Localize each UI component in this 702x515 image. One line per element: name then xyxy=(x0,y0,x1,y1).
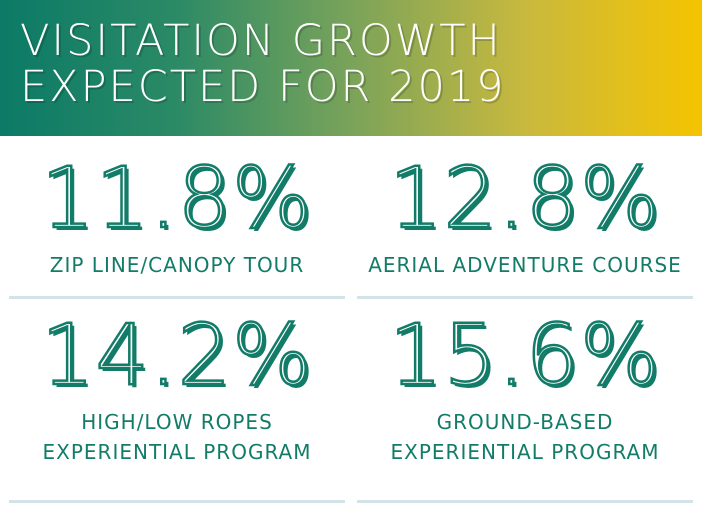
stat-value: 11.8% xyxy=(40,149,313,248)
stat-label: HIGH/LOW ROPES EXPERIENTIAL PROGRAM xyxy=(42,410,312,464)
stat-label: AERIAL ADVENTURE COURSE xyxy=(368,253,682,277)
divider xyxy=(357,500,693,503)
stat-value: 14.2% xyxy=(40,306,313,405)
stat-ground-based-program: 15.6% GROUND-BASED EXPERIENTIAL PROGRAM xyxy=(357,306,693,467)
stat-aerial-adventure: 12.8% AERIAL ADVENTURE COURSE xyxy=(357,149,693,280)
stat-label: GROUND-BASED EXPERIENTIAL PROGRAM xyxy=(390,410,660,464)
stat-ropes-program: 14.2% HIGH/LOW ROPES EXPERIENTIAL PROGRA… xyxy=(9,306,345,467)
stat-zip-line: 11.8% ZIP LINE/CANOPY TOUR xyxy=(9,149,345,280)
stat-value: 12.8% xyxy=(388,149,661,248)
header-banner: VISITATION GROWTH EXPECTED FOR 2019 xyxy=(0,0,702,136)
stat-value: 15.6% xyxy=(388,306,661,405)
stat-label: ZIP LINE/CANOPY TOUR xyxy=(49,253,305,277)
divider xyxy=(357,296,693,299)
page-title: VISITATION GROWTH EXPECTED FOR 2019 xyxy=(20,16,506,112)
divider xyxy=(9,500,345,503)
divider xyxy=(9,296,345,299)
